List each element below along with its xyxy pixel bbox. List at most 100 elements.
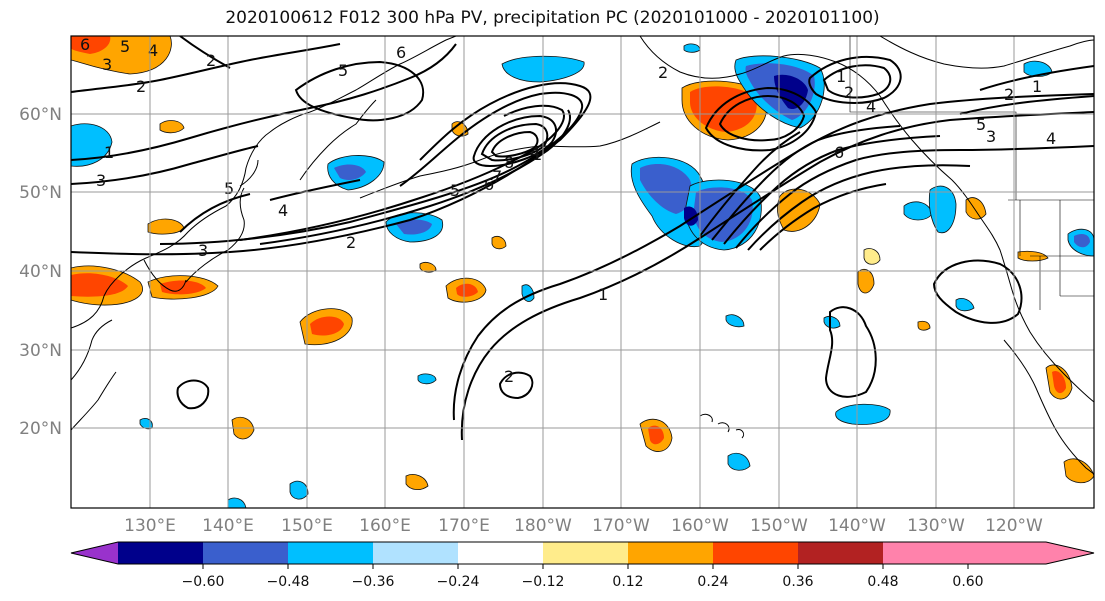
precip-positive [917,320,931,331]
coastlines [71,36,1094,475]
contour-label: 4 [866,97,876,116]
precip-positive [648,425,664,445]
colorbar-tick-label: 0.48 [867,574,898,590]
colorbar-tick-label: −0.48 [267,574,310,590]
precip-positive [456,283,478,297]
precip-negative [71,123,113,167]
colorbar-tick-label: 0.60 [952,574,983,590]
pv-contour [498,371,534,400]
pv-contour [704,86,818,152]
pv-contour [824,306,877,398]
lon-label: 160°E [359,516,411,536]
latitude-labels: 60°N 50°N 40°N 30°N 20°N [19,105,62,439]
lat-label: 50°N [19,183,62,203]
lon-label: 170°W [592,516,650,536]
colorbar: −0.60 −0.48 −0.36 −0.24 −0.12 0.12 0.24 … [70,541,1095,590]
lon-label: 180°W [514,516,572,536]
contour-label: 3 [986,127,996,146]
contour-label: 1 [532,145,542,164]
contour-label: 3 [102,55,112,74]
contour-label: 6 [80,35,90,54]
contour-labels: 6 5 4 3 2 2 1 3 5 4 3 2 5 6 8 7 6 5 4 2 … [80,35,1056,386]
precip-positive [71,273,128,297]
pv-contour [294,60,425,122]
precip-negative [289,480,309,500]
pv-contour [179,36,231,69]
colorbar-tick-label: −0.12 [522,574,565,590]
precip-negative [227,497,247,508]
contour-label: 5 [120,37,130,56]
colorbar-bin [288,542,373,564]
coastline-baja [1003,339,1094,475]
lon-label: 170°E [438,516,490,536]
colorbar-outline [70,541,1095,565]
map-title: 2020100612 F012 300 hPa PV, precipitatio… [225,8,880,28]
pv-contour [822,64,892,99]
pv-contour [932,259,1023,324]
precip-positive [419,262,437,273]
contour-label: 5 [224,179,234,198]
contour-label: 2 [136,77,146,96]
colorbar-bin [203,542,288,564]
lon-label: 160°W [671,516,729,536]
precip-positive [857,268,875,294]
precip-negative [334,164,366,180]
pv-contour [452,93,1094,421]
pv-contour [747,164,971,251]
pv-contour [699,131,801,237]
colorbar-bin [118,542,203,564]
pv-contour [723,135,941,245]
colorbar-tick-label: 0.36 [782,574,813,590]
pv-contour [472,114,557,168]
colorbar-bin [713,542,798,564]
us-state-borders [849,36,1094,310]
lat-label: 30°N [19,341,62,361]
contour-label: 1 [598,285,608,304]
precip-positive [71,36,111,54]
precip-negative [955,298,975,312]
contour-label: 4 [530,143,540,162]
precip-negative [396,219,432,235]
contour-label: 6 [396,43,406,62]
pv-contour [808,55,902,104]
colorbar-tick-label: 0.12 [612,574,643,590]
colorbar-ticks [202,564,969,569]
colorbar-tick-label: −0.24 [437,574,480,590]
colorbar-bin [458,542,543,564]
pv-contour [490,130,539,158]
colorbar-bin [543,542,628,564]
longitude-labels: 130°E 140°E 150°E 160°E 170°E 180°W 170°… [124,516,1043,536]
colorbar-tick-label: −0.60 [182,574,225,590]
contour-label: 6 [484,175,494,194]
precip-negative [1074,234,1090,248]
precip-positive [491,236,507,250]
lon-label: 140°W [828,516,886,536]
pv-contour [959,95,1094,115]
colorbar-bin [628,542,713,564]
colorbar-bin [373,542,458,564]
contour-label: 4 [148,41,158,60]
coastline-asia [71,36,457,329]
pv-contour [71,145,259,185]
pv-contour [735,145,1094,249]
pv-contour [480,122,549,162]
contour-label: 2 [1004,85,1014,104]
hawaii-islands [699,413,745,439]
contour-label: 1 [104,143,114,162]
coastline-alaska [639,36,1094,403]
contour-label: 2 [504,367,514,386]
lat-label: 40°N [19,262,62,282]
contour-label: 5 [976,115,986,134]
colorbar-tick-label: 0.24 [697,574,728,590]
coastline-arctic [879,36,1094,69]
lat-label: 60°N [19,105,62,125]
contour-label: 3 [198,241,208,260]
pv-contour [71,43,341,93]
pv-contour [259,109,571,245]
contour-label: 5 [450,181,460,200]
contour-label: 2 [206,51,216,70]
colorbar-tick-label: −0.36 [352,574,395,590]
pv-contour [269,179,361,201]
precip-positive [690,86,757,132]
contour-label: 1 [1032,77,1042,96]
